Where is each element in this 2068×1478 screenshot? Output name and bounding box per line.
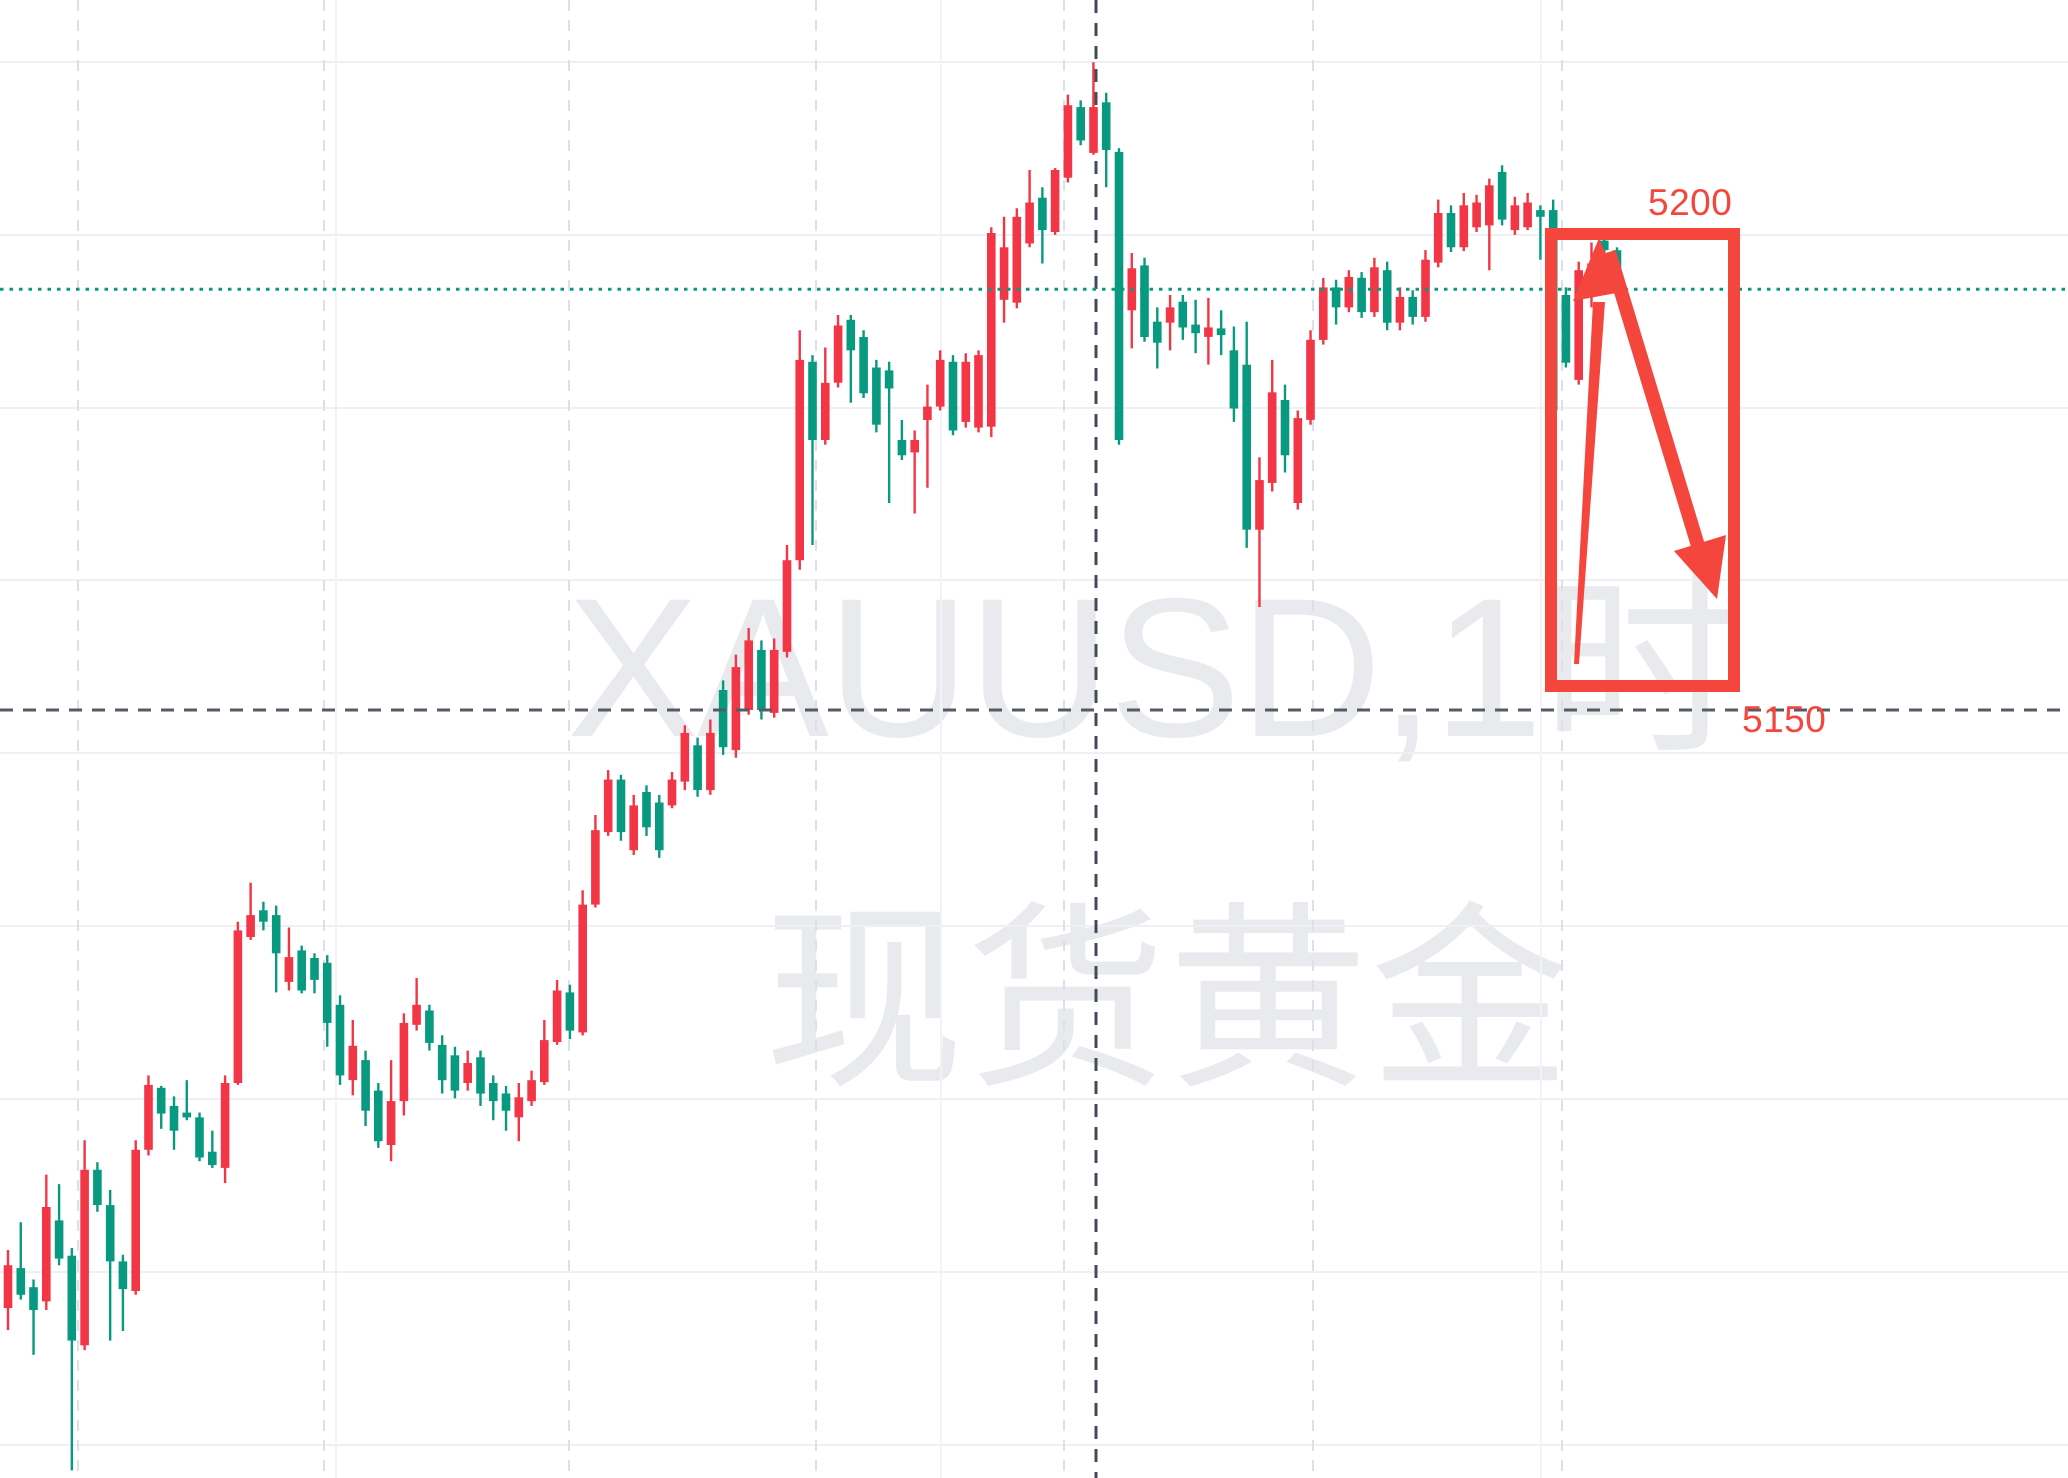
- annotation-label-5150[interactable]: 5150: [1742, 699, 1827, 740]
- instrument-name-watermark: 现货黄金: [763, 890, 1573, 1113]
- candles: [3, 62, 1622, 1471]
- up-arrow-head[interactable]: [1573, 238, 1622, 301]
- up-arrow-shaft[interactable]: [1574, 302, 1605, 664]
- annotation-label-5200[interactable]: 5200: [1648, 182, 1733, 223]
- annotation-drawings[interactable]: [1545, 228, 1740, 692]
- down-arrow-head[interactable]: [1674, 535, 1726, 599]
- annotation-box[interactable]: [1545, 228, 1740, 692]
